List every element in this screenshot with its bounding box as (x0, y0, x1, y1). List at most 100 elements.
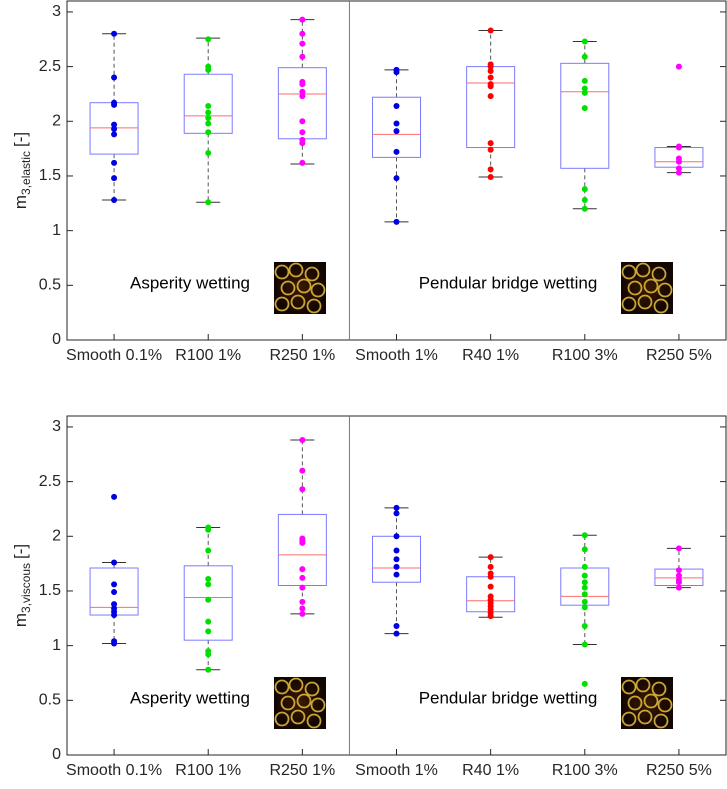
data-point (111, 101, 118, 108)
data-point (581, 186, 588, 193)
inset-particle (274, 679, 290, 695)
x-tick-label: Smooth 0.1% (66, 762, 162, 779)
data-point (111, 197, 118, 204)
x-tick-label: R100 3% (552, 347, 618, 364)
inset-particle (621, 711, 637, 727)
data-point (205, 618, 212, 625)
data-point (299, 598, 306, 605)
y-label-main: m (11, 613, 30, 627)
inset-particle (651, 266, 667, 282)
inset-particle (310, 697, 326, 713)
y-tick-label: 1.5 (39, 167, 61, 184)
data-point (111, 612, 118, 619)
data-point (581, 85, 588, 92)
data-point (205, 199, 212, 206)
data-point (675, 572, 682, 579)
x-tick-label: R100 1% (175, 347, 241, 364)
box (277, 513, 327, 587)
data-point (205, 129, 212, 136)
data-point (111, 493, 118, 500)
data-point (393, 148, 400, 155)
data-point (299, 467, 306, 474)
data-point (205, 102, 212, 109)
y-tick-label: 2 (52, 113, 61, 130)
x-tick-label: R250 5% (646, 347, 712, 364)
inset-particle (296, 278, 312, 294)
data-point (581, 77, 588, 84)
data-point (205, 581, 212, 588)
inset-particle (310, 282, 326, 298)
inset-particle (290, 294, 306, 310)
data-point (111, 121, 118, 128)
inset-asperity (274, 677, 326, 729)
y-axis-label: m3,elastic [-] (11, 132, 33, 209)
data-point (299, 566, 306, 573)
data-point (581, 598, 588, 605)
y-tick-label: 0 (52, 746, 61, 763)
data-point (393, 218, 400, 225)
inset-particle (621, 296, 637, 312)
data-point (581, 89, 588, 96)
x-tick-label: R40 1% (462, 762, 519, 779)
data-point (487, 613, 494, 620)
data-point (487, 583, 494, 590)
x-tick-label: R250 5% (646, 762, 712, 779)
data-point (581, 584, 588, 591)
data-point (675, 63, 682, 70)
data-point (299, 16, 306, 23)
x-tick-label: R250 1% (269, 347, 335, 364)
data-point (205, 36, 212, 43)
y-label-sub: 3,viscous (19, 563, 33, 613)
data-point (299, 129, 306, 136)
data-point (393, 175, 400, 182)
inset-particle (637, 294, 653, 310)
inset-particle (635, 677, 651, 693)
data-point (487, 140, 494, 147)
data-point (581, 546, 588, 553)
inset-pendular (621, 262, 673, 314)
data-point (393, 102, 400, 109)
data-point (299, 574, 306, 581)
y-tick-label: 1.5 (39, 582, 61, 599)
data-point (487, 63, 494, 70)
data-point (299, 159, 306, 166)
data-point (581, 197, 588, 204)
annotation: Pendular bridge wetting (419, 273, 598, 292)
data-point (393, 69, 400, 76)
inset-particle (627, 695, 643, 711)
data-point (393, 622, 400, 629)
data-point (393, 571, 400, 578)
data-point (205, 120, 212, 127)
inset-particle (304, 266, 320, 282)
data-point (299, 81, 306, 88)
inset-particle (274, 711, 290, 727)
data-point (299, 605, 306, 612)
data-point (205, 66, 212, 73)
data-point (111, 589, 118, 596)
x-tick-label: R40 1% (462, 347, 519, 364)
data-point (205, 628, 212, 635)
data-point (299, 486, 306, 493)
data-point (487, 573, 494, 580)
data-point (487, 174, 494, 181)
data-point (111, 74, 118, 81)
data-point (581, 579, 588, 586)
box (183, 565, 233, 641)
data-point (393, 630, 400, 637)
box (560, 62, 610, 169)
inset-particle (306, 713, 322, 729)
data-point (299, 437, 306, 444)
data-point (299, 584, 306, 591)
data-point (581, 591, 588, 598)
data-point (299, 88, 306, 95)
data-point (111, 559, 118, 566)
inset-particle (296, 693, 312, 709)
inset-particle (657, 282, 673, 298)
data-point (675, 567, 682, 574)
data-point (299, 539, 306, 546)
y-tick-label: 0.5 (39, 692, 61, 709)
data-point (487, 83, 494, 90)
data-point (487, 166, 494, 173)
inset-particle (621, 264, 637, 280)
